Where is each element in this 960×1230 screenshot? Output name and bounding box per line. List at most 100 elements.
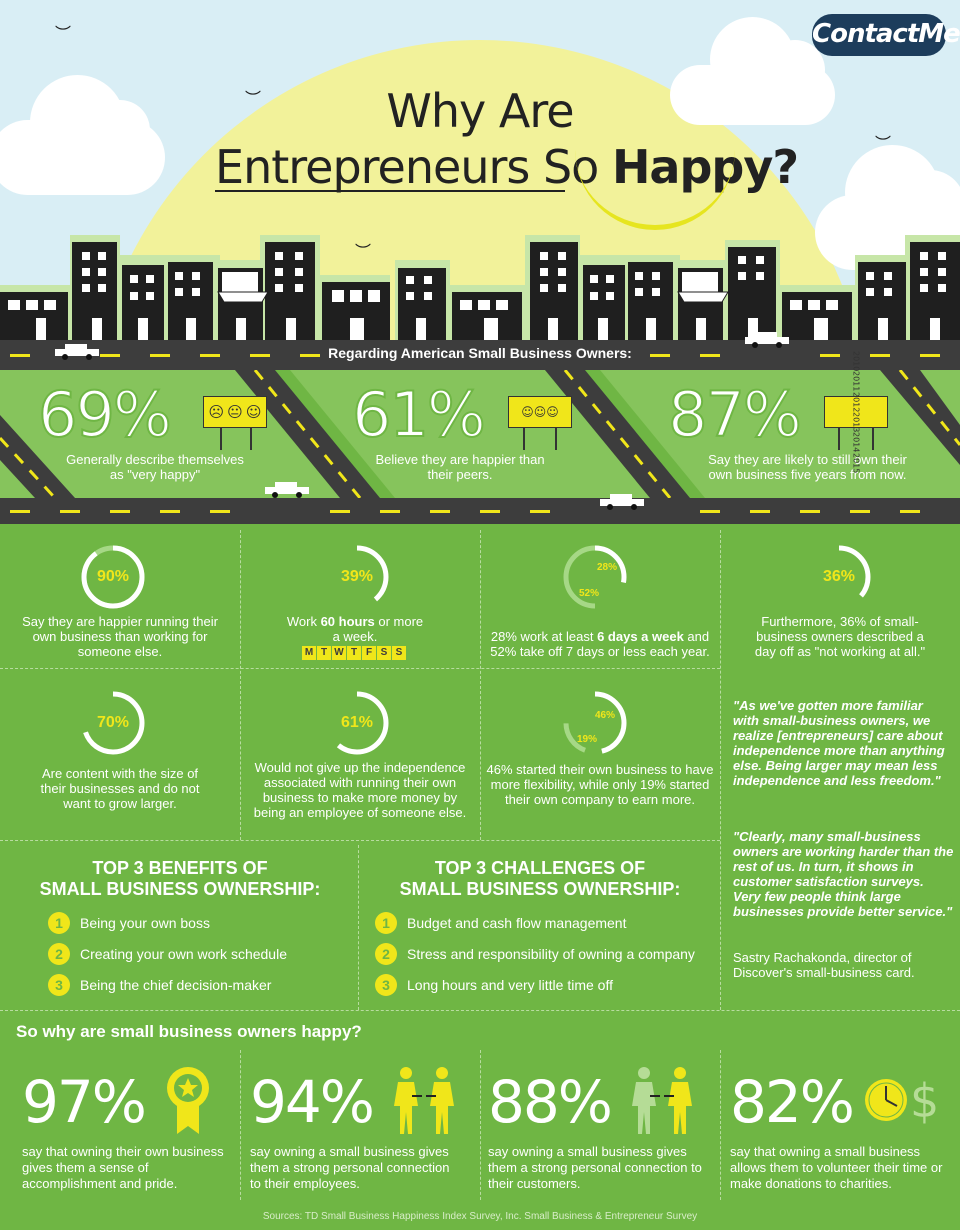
lane-dash [110,510,130,513]
lane-dash [650,354,670,357]
stat-36-caption: Furthermore, 36% of small-business owner… [754,614,926,659]
item-label: Being the chief decision-maker [80,977,272,993]
smiley-sign-icon: ☺☺☺ [508,396,572,428]
quote-2: "Clearly, many small-business owners are… [733,829,954,919]
lane-dash [380,510,400,513]
quote-1: "As we've gotten more familiar with smal… [733,698,945,788]
title-line: TOP 3 CHALLENGES OF [434,858,646,878]
benefit-item: 3 Being the chief decision-maker [48,974,271,996]
stat-82-value: 82% [730,1068,855,1136]
benefit-item: 2 Creating your own work schedule [48,943,287,965]
lane-dash [870,354,890,357]
happy-face-icon: ☺☺☺ [521,405,559,419]
ring-46-value: 46% [594,710,615,721]
lane-dash [480,510,500,513]
lane-dash [60,510,80,513]
stat-82-caption: say that owning a small business allows … [730,1144,943,1191]
caption-text: or more a week. [332,614,424,644]
ring-52-value: 52% [578,588,599,599]
stat-39-caption: Work 60 hours or more a week. [285,614,425,644]
award-ribbon-icon [167,1067,209,1134]
lane-dash [820,354,840,357]
stat-87-value: 87% [667,377,803,452]
lane-dash [330,510,350,513]
item-label: Budget and cash flow management [407,915,627,931]
weekday: M [302,646,316,660]
divider [240,530,241,840]
bird-icon: ︶ [55,24,72,43]
car-icon [600,494,644,510]
caption-emphasis: 60 hours [320,614,375,629]
people-connection-icon [394,1067,454,1134]
lane-dash [750,510,770,513]
divider [240,1050,241,1200]
city-skyline [0,235,960,340]
year-label: 2015 [851,452,861,474]
divider [358,845,359,1010]
lane-dash [10,510,30,513]
stat-88-caption: say owning a small business gives them a… [488,1144,702,1191]
item-label: Stress and responsibility of owning a co… [407,946,695,962]
bird-icon: ︶ [875,134,892,153]
sign-post [220,428,222,450]
lane-dash [430,510,450,513]
lane-dash [700,510,720,513]
progress-ring-61 [325,691,389,755]
number-badge: 1 [375,912,397,934]
bird-icon: ︶ [245,89,262,108]
lane-dash [700,354,720,357]
bird-icon: ︶ [355,242,372,261]
weekday: S [377,646,391,660]
weekday-strip: M T W T F S S [302,646,406,660]
sign-post [555,428,557,450]
challenge-item: 1 Budget and cash flow management [375,912,626,934]
year-label: 2011 [851,371,861,392]
divider [0,1010,960,1011]
lane-dash [530,510,550,513]
weekday: T [347,646,361,660]
year-label: 2014 [851,432,861,453]
caption-text: and 52% take off 7 days or less each yea… [490,629,710,659]
number-badge: 3 [48,974,70,996]
stat-90-caption: Say they are happier running their own b… [22,614,218,659]
bottom-question: So why are small business owners happy? [16,1022,362,1041]
calendar-sign-icon: 2010 2011 2012 2013 2014 2015 [824,351,888,473]
clock-icon [865,1079,907,1121]
number-badge: 2 [375,943,397,965]
progress-ring-70 [81,691,145,755]
year-label: 2010 [851,350,861,372]
weekday: F [362,646,376,660]
number-badge: 3 [375,974,397,996]
sign-post [838,428,840,450]
progress-ring-46-19 [563,691,627,755]
ring-70-value: 70% [96,714,130,731]
road-label: Regarding American Small Business Owners… [328,345,632,361]
sources-footnote: Sources: TD Small Business Happiness Ind… [262,1211,698,1222]
quote-attribution: Sastry Rachakonda, director of Discover'… [733,950,915,980]
benefit-item: 1 Being your own boss [48,912,210,934]
stat-61-value: 61% [351,377,487,452]
number-badge: 1 [48,912,70,934]
progress-ring-39 [325,545,389,609]
challenge-item: 3 Long hours and very little time off [375,974,613,996]
smile-icon [575,140,735,230]
stat-69-value: 69% [37,377,173,452]
happy-face-icon: ☺ [245,403,262,421]
ring-61-value: 61% [340,714,374,731]
car-icon [745,332,789,348]
year-label: 2013 [851,412,861,433]
benefits-title: TOP 3 BENEFITS OF SMALL BUSINESS OWNERSHI… [20,858,340,900]
ring-90-value: 90% [96,568,130,585]
lane-dash [300,354,320,357]
challenge-item: 2 Stress and responsibility of owning a c… [375,943,695,965]
item-label: Creating your own work schedule [80,946,287,962]
lane-dash [920,354,940,357]
dollar-icon: $ [910,1074,940,1128]
progress-ring-36 [807,545,871,609]
title-text: Entrepreneurs So [215,140,612,194]
stat-28-caption: 28% work at least 6 days a week and 52% … [480,629,720,659]
brand-logo[interactable]: ContactMe [812,14,960,56]
item-label: Long hours and very little time off [407,977,613,993]
lane-dash [150,354,170,357]
stat-97-caption: say that owning their own business gives… [22,1144,224,1191]
